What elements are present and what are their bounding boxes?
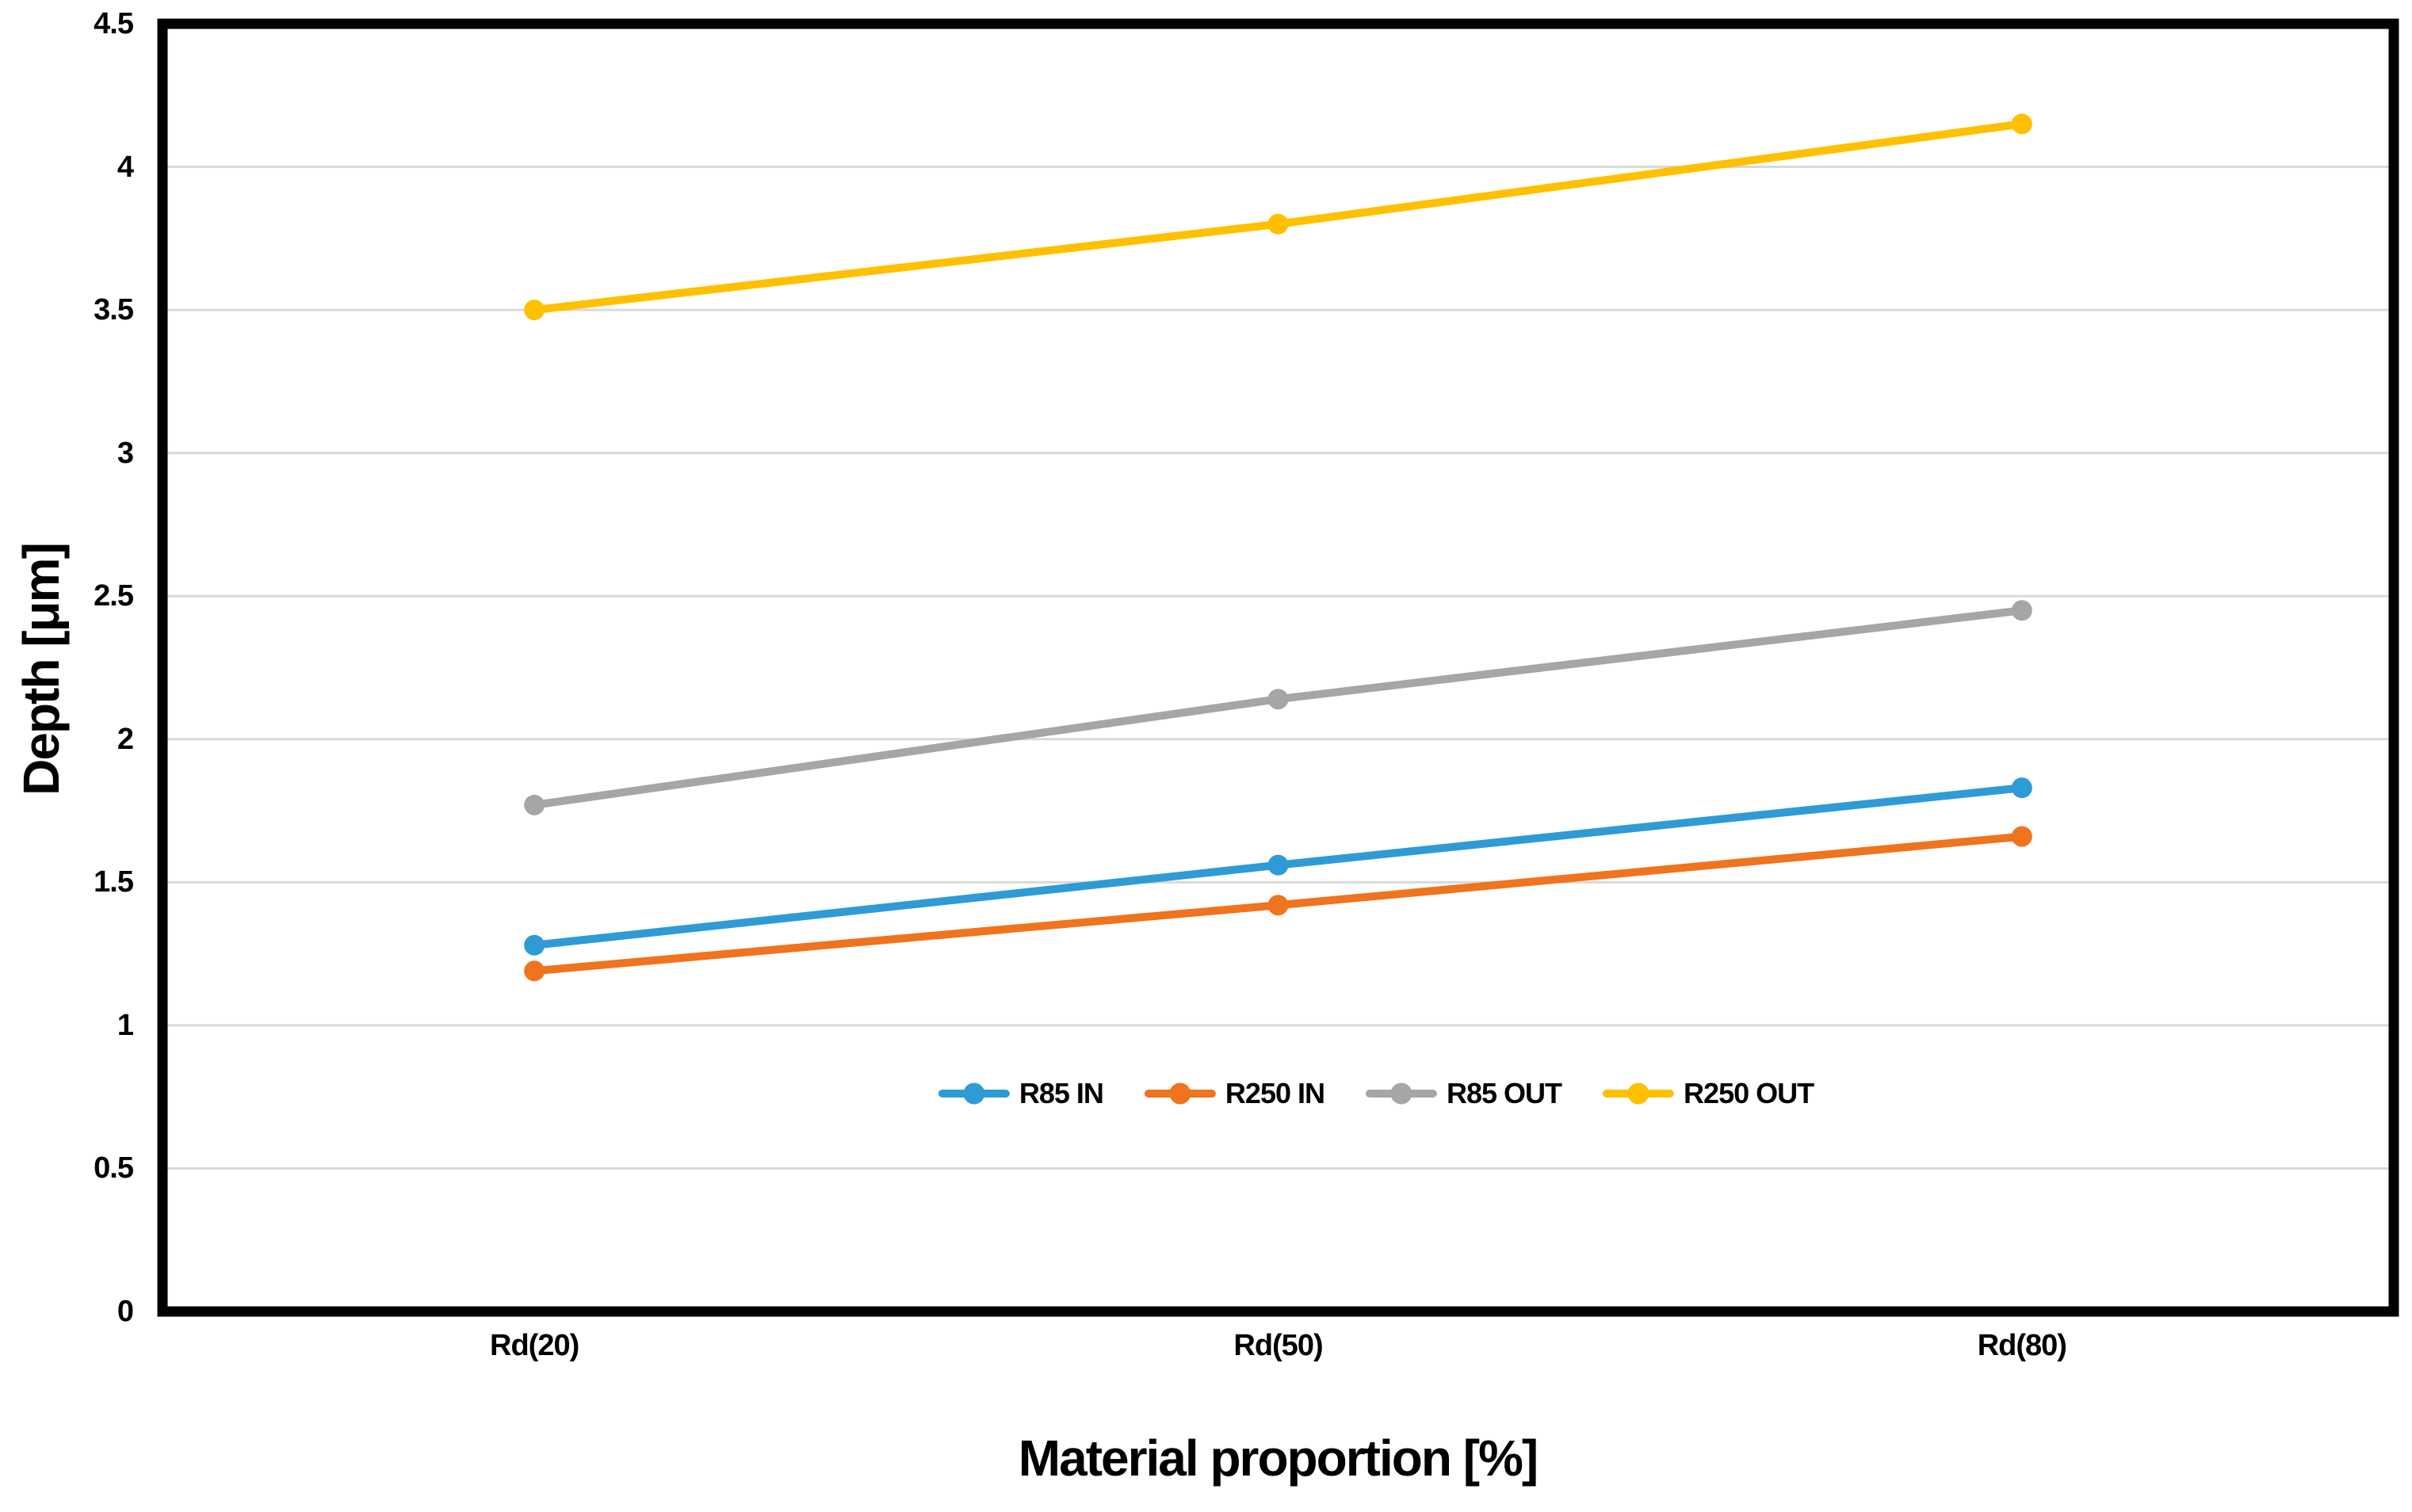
data-point-marker <box>1267 895 1289 916</box>
data-point-marker <box>2011 113 2032 135</box>
legend-item: R250 OUT <box>1603 1077 1814 1110</box>
data-point-marker <box>524 960 545 982</box>
legend-label: R250 OUT <box>1684 1077 1814 1109</box>
data-point-marker <box>1267 213 1289 235</box>
y-tick-label: 3 <box>117 436 134 470</box>
y-tick-label: 0.5 <box>94 1151 134 1186</box>
y-tick-label: 0 <box>117 1295 134 1328</box>
data-point-marker <box>524 934 545 956</box>
data-point-marker <box>2011 826 2032 847</box>
y-tick-label: 1.5 <box>94 865 134 899</box>
legend-item: R250 IN <box>1144 1077 1325 1110</box>
data-point-marker <box>1267 854 1289 876</box>
legend-line-marker-icon <box>938 1082 1010 1105</box>
legend-label: R250 IN <box>1225 1077 1325 1109</box>
legend-item: R85 OUT <box>1366 1077 1562 1110</box>
legend-line-marker-icon <box>1366 1082 1438 1105</box>
data-point-marker <box>2011 777 2032 799</box>
y-tick-label: 4 <box>117 150 134 184</box>
data-point-marker <box>524 794 545 815</box>
legend-dot-icon <box>1169 1082 1191 1105</box>
y-tick-label: 2.5 <box>94 579 134 613</box>
legend-line-marker-icon <box>1603 1082 1675 1105</box>
legend-item: R85 IN <box>938 1077 1104 1110</box>
legend-dot-icon <box>1627 1082 1649 1105</box>
legend: R85 IN R250 IN R85 OUT R250 OUT <box>938 1077 1814 1110</box>
x-tick-label: Rd(20) <box>490 1329 579 1362</box>
data-point-marker <box>2011 600 2032 621</box>
y-tick-label: 2 <box>117 722 134 756</box>
legend-line-marker-icon <box>1144 1082 1216 1105</box>
legend-label: R85 OUT <box>1447 1077 1562 1109</box>
x-tick-label: Rd(50) <box>1233 1329 1323 1362</box>
legend-dot-icon <box>1390 1082 1412 1105</box>
y-tick-label: 1 <box>117 1008 134 1042</box>
legend-dot-icon <box>963 1082 985 1105</box>
y-tick-label: 4.5 <box>94 7 134 40</box>
plot-border <box>157 18 2399 1317</box>
y-axis-title: Depth [μm] <box>13 544 70 796</box>
x-axis-title: Material proportion [%] <box>1018 1430 1539 1487</box>
legend-label: R85 IN <box>1019 1077 1104 1109</box>
data-point-marker <box>1267 689 1289 710</box>
data-point-marker <box>524 300 545 321</box>
x-tick-label: Rd(80) <box>1977 1329 2067 1362</box>
y-tick-label: 3.5 <box>94 293 134 327</box>
